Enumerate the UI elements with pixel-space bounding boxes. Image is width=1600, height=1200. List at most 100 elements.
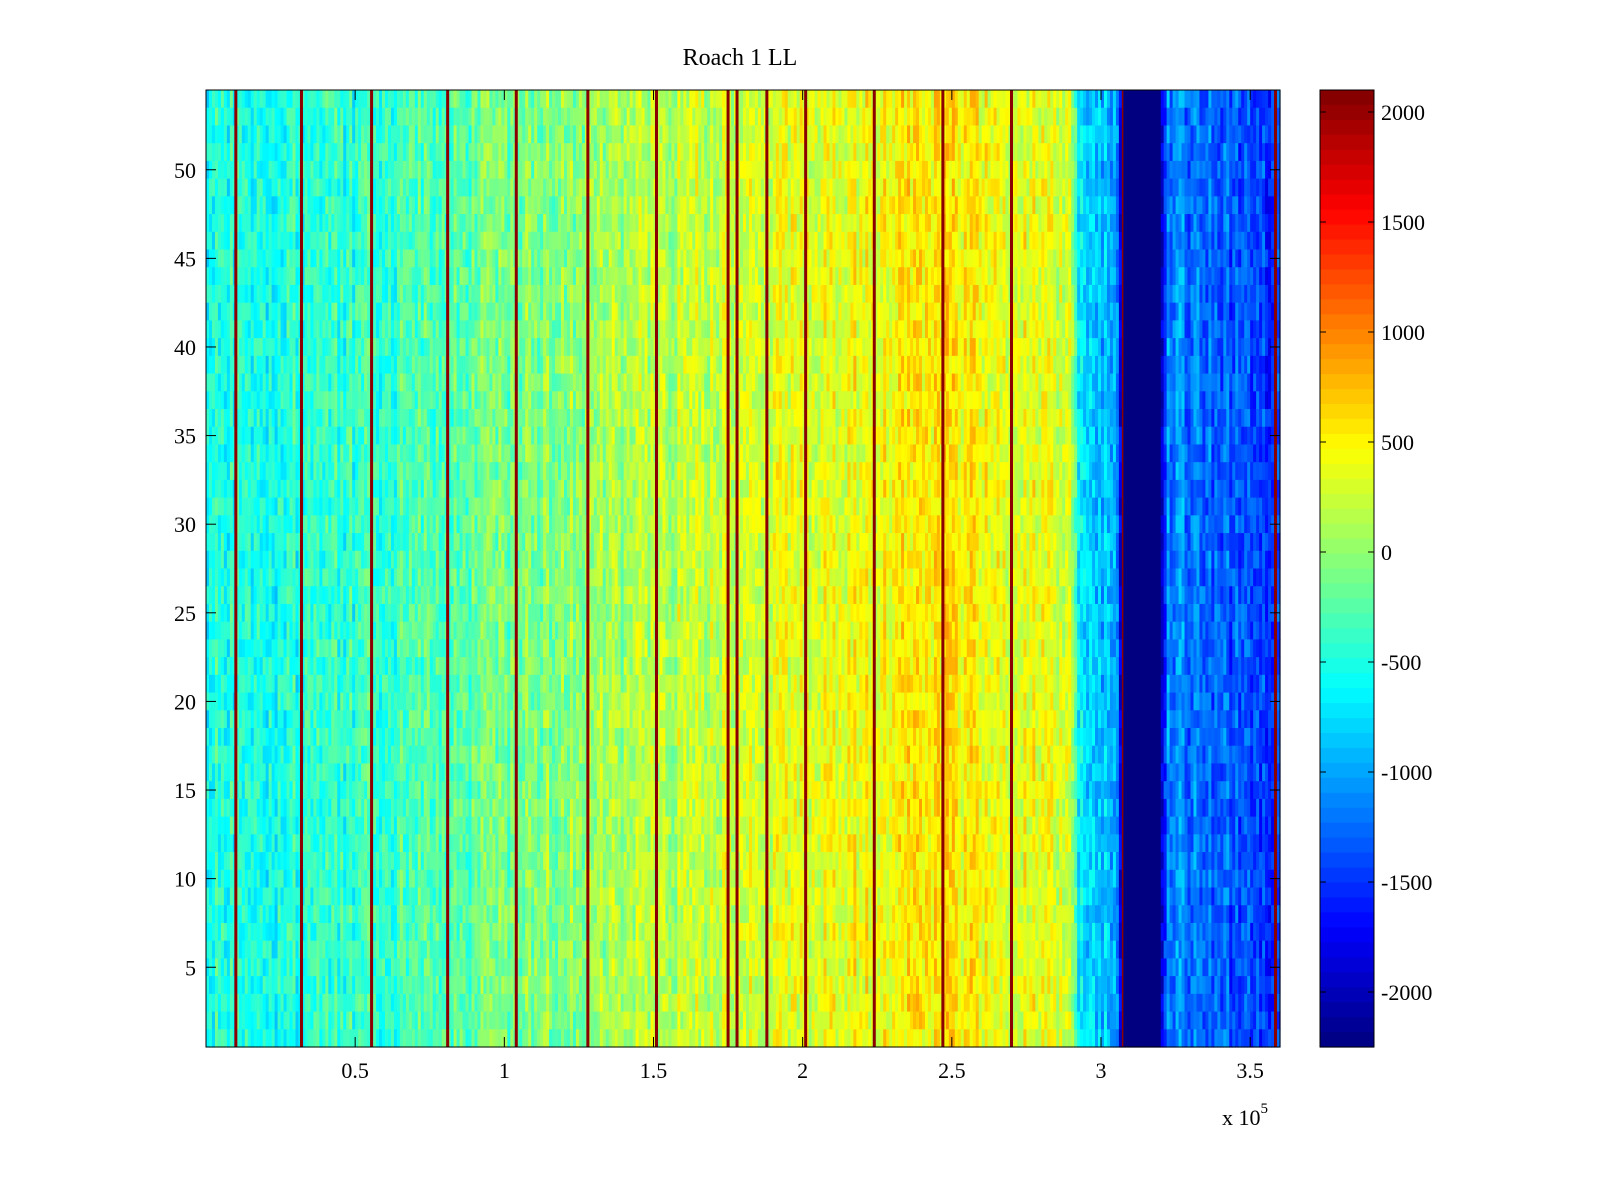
heatmap-cell [286, 745, 291, 765]
heatmap-cell [387, 728, 392, 747]
heatmap-cell [214, 958, 219, 977]
heatmap-cell [349, 338, 353, 357]
heatmap-cell [373, 338, 377, 357]
heatmap-cell [319, 1011, 323, 1030]
heatmap-cell [238, 922, 243, 942]
heatmap-cell [396, 710, 401, 729]
heatmap-cell [355, 869, 359, 889]
heatmap-cell [462, 533, 467, 552]
heatmap-cell [214, 603, 219, 623]
heatmap-cell [295, 922, 300, 942]
heatmap-cell [268, 958, 273, 977]
heatmap-cell [465, 391, 470, 410]
heatmap-cell [313, 267, 317, 286]
heatmap-cell [438, 355, 443, 375]
heatmap-cell [471, 763, 476, 782]
heatmap-cell [390, 905, 395, 924]
heatmap-cell [393, 214, 398, 233]
heatmap-cell [390, 249, 395, 268]
heatmap-cell [396, 976, 401, 995]
heatmap-cell [468, 373, 473, 392]
heatmap-cell [361, 940, 365, 959]
heatmap-cell [477, 160, 482, 180]
heatmap-cell [462, 869, 467, 889]
heatmap-cell [259, 1011, 264, 1030]
heatmap-cell [301, 196, 306, 215]
heatmap-cell [465, 267, 470, 286]
heatmap-cell [361, 621, 365, 640]
heatmap-cell [334, 586, 338, 605]
heatmap-cell [385, 125, 389, 144]
heatmap-cell [349, 905, 353, 924]
heatmap-cell [286, 976, 291, 995]
heatmap-cell [241, 533, 246, 552]
heatmap-cell [262, 160, 267, 180]
heatmap-cell [432, 515, 437, 534]
heatmap-cell [313, 976, 317, 995]
heatmap-cell [301, 887, 306, 906]
heatmap-cell [259, 214, 264, 233]
heatmap-cell [316, 834, 320, 853]
heatmap-cell [217, 409, 222, 428]
heatmap-cell [387, 1011, 392, 1030]
heatmap-cell [277, 338, 282, 357]
heatmap-cell [211, 267, 216, 286]
heatmap-cell [477, 639, 482, 658]
heatmap-cell [226, 639, 231, 658]
heatmap-cell [286, 905, 291, 924]
heatmap-cell [411, 515, 416, 534]
heatmap-cell [477, 409, 482, 428]
heatmap-cell [411, 550, 416, 570]
heatmap-cell [220, 143, 225, 162]
heatmap-cell [307, 479, 312, 499]
heatmap-cell [438, 887, 443, 906]
heatmap-cell [349, 1029, 353, 1048]
heatmap-cell [340, 302, 344, 321]
heatmap-cell [399, 1011, 404, 1030]
heatmap-cell [217, 284, 222, 304]
heatmap-cell [250, 497, 255, 516]
heatmap-cell [217, 940, 222, 959]
heatmap-cell [477, 90, 482, 109]
heatmap-cell [253, 462, 258, 481]
heatmap-cell [256, 852, 261, 871]
heatmap-cell [417, 940, 422, 959]
heatmap-cell [411, 178, 416, 197]
heatmap-cell [349, 657, 353, 676]
heatmap-cell [408, 249, 413, 268]
heatmap-cell [459, 355, 464, 375]
heatmap-cell [373, 816, 377, 835]
heatmap-cell [399, 320, 404, 339]
heatmap-cell [411, 922, 416, 942]
heatmap-cell [229, 178, 234, 197]
heatmap-cell [462, 621, 467, 640]
heatmap-cell [334, 143, 338, 162]
heatmap-cell [474, 267, 479, 286]
heatmap-cell [277, 816, 282, 835]
heatmap-cell [435, 816, 440, 835]
heatmap-cell [390, 887, 395, 906]
heatmap-cell [265, 922, 270, 942]
heatmap-cell [334, 887, 338, 906]
heatmap-cell [229, 781, 234, 800]
heatmap-cell [307, 834, 312, 853]
heatmap-cell [283, 993, 288, 1013]
heatmap-cell [241, 710, 246, 729]
heatmap-cell [253, 976, 258, 995]
heatmap-cell [376, 763, 380, 782]
heatmap-cell [206, 533, 210, 552]
heatmap-cell [214, 107, 219, 127]
heatmap-cell [259, 798, 264, 818]
heatmap-cell [450, 355, 455, 375]
heatmap-cell [480, 249, 485, 268]
heatmap-cell [379, 745, 383, 765]
heatmap-cell [253, 355, 258, 375]
heatmap-cell [301, 90, 306, 109]
heatmap-cell [477, 586, 482, 605]
heatmap-cell [310, 373, 314, 392]
heatmap-cell [477, 338, 482, 357]
heatmap-cell [343, 657, 347, 676]
heatmap-cell [408, 479, 413, 499]
heatmap-cell [462, 320, 467, 339]
heatmap-cell [447, 852, 452, 871]
